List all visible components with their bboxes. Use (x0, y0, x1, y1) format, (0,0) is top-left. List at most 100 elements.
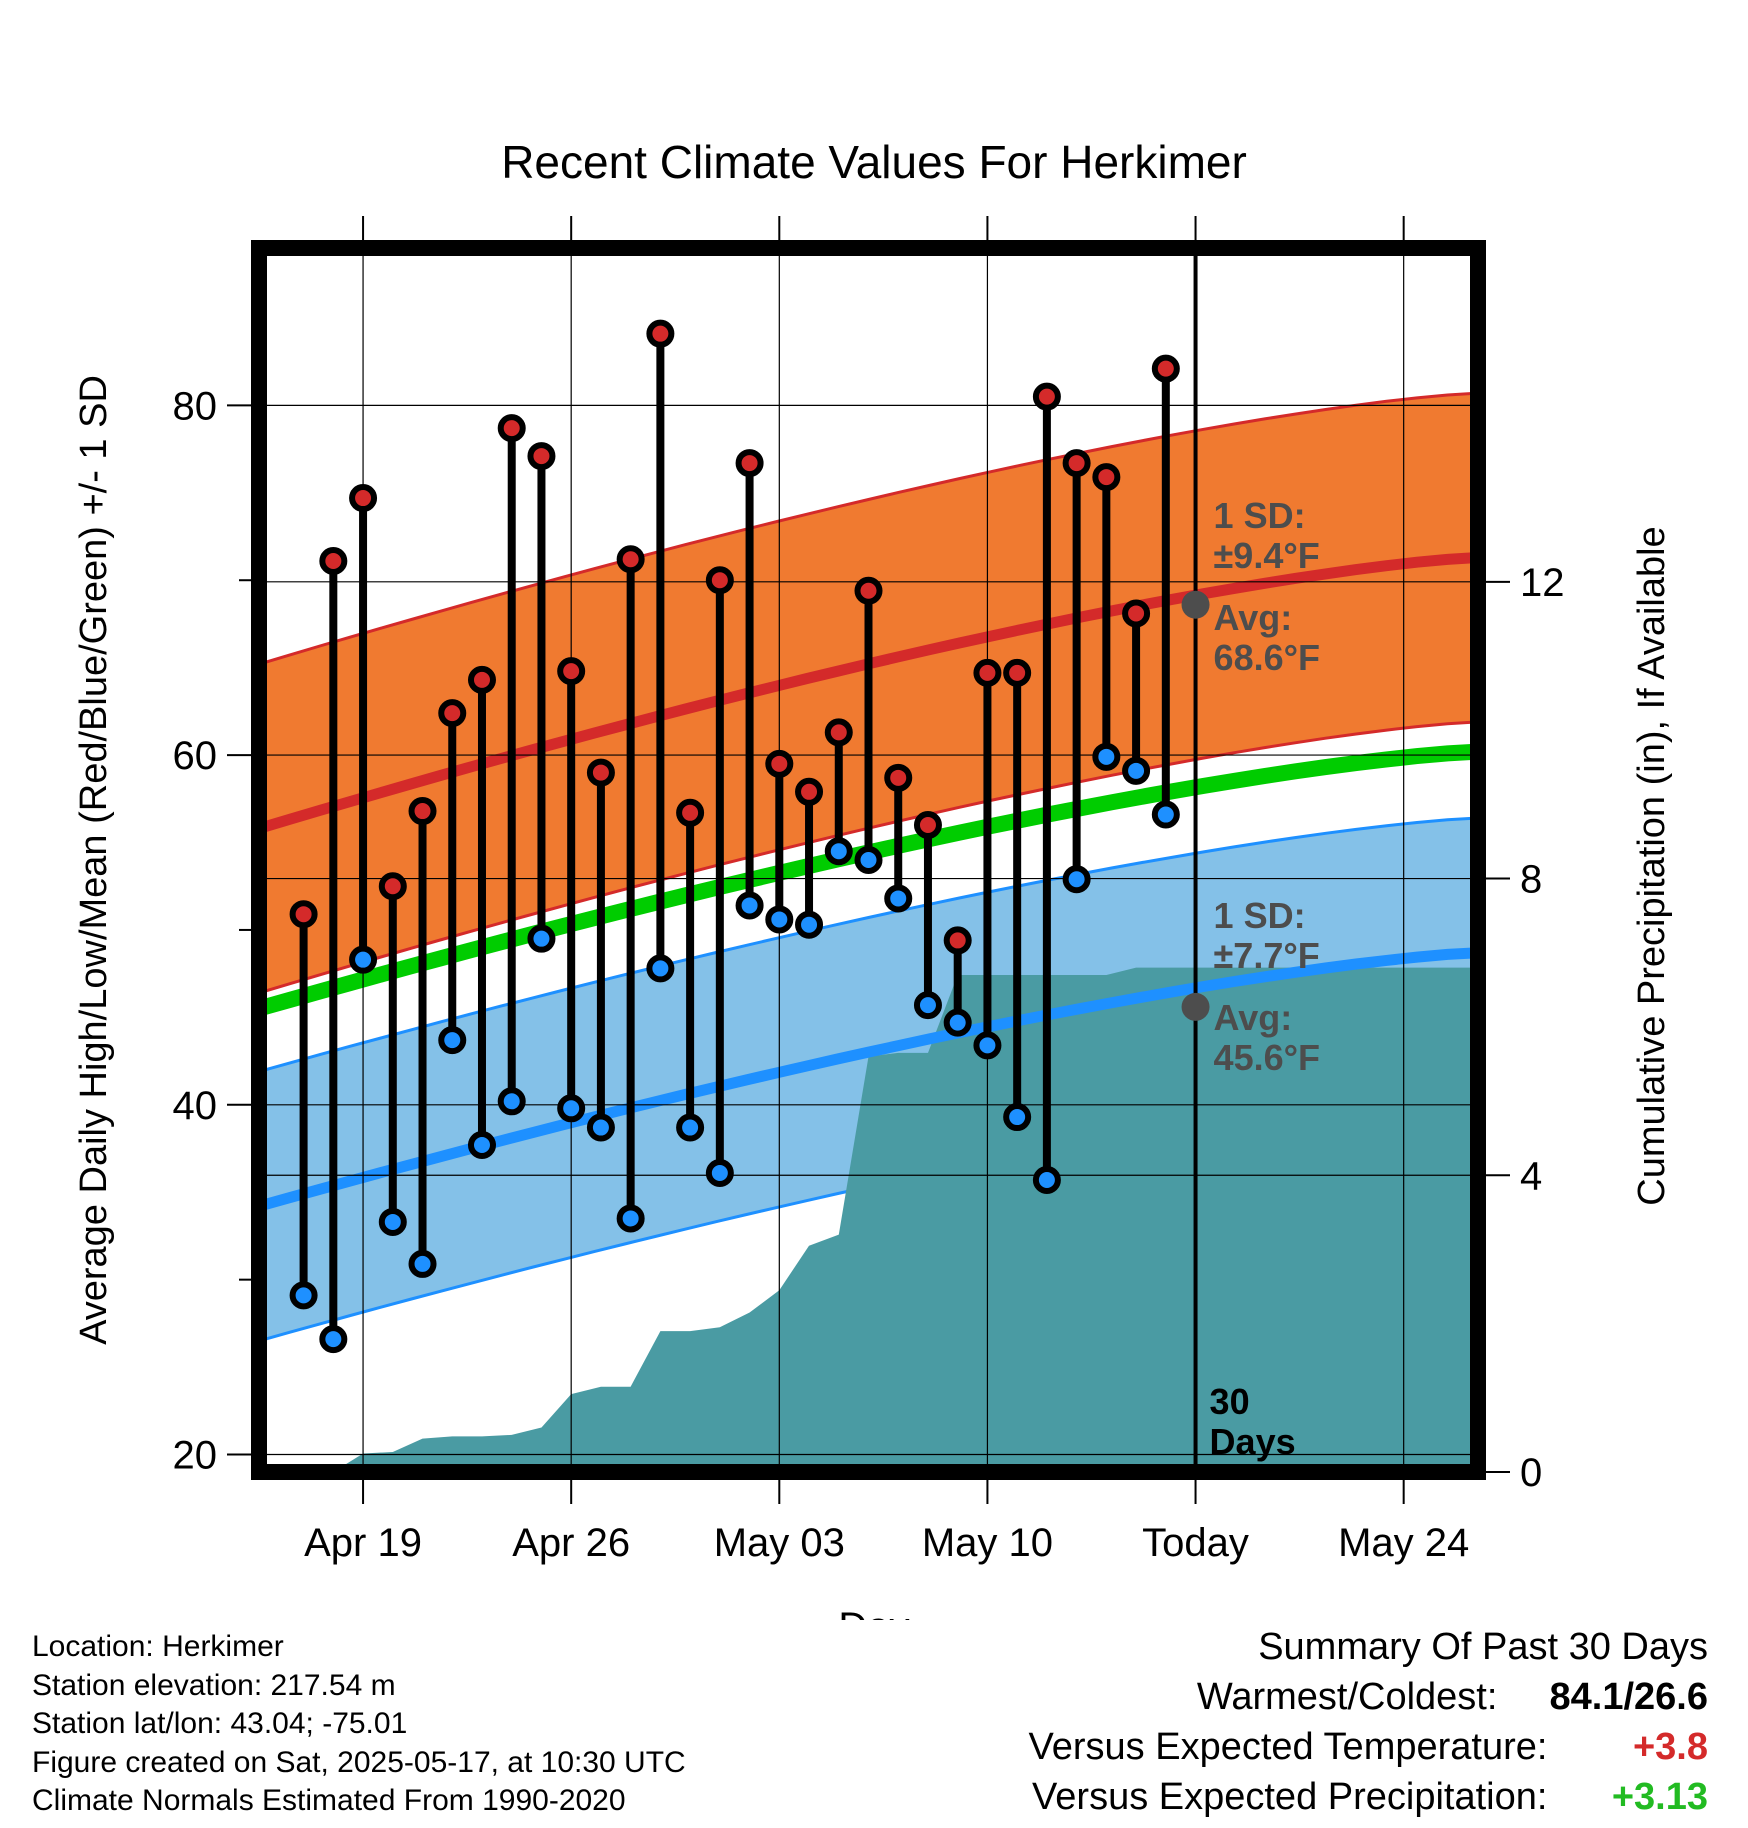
high-point (1062, 449, 1091, 478)
high-point (1122, 599, 1151, 628)
temp-anomaly-label: Versus Expected Temperature: (1028, 1726, 1548, 1768)
summary-panel: Summary Of Past 30 Days Warmest/Coldest:… (1029, 1622, 1708, 1822)
low-avg-label: Avg: (1214, 997, 1293, 1038)
high-point (378, 872, 407, 901)
elevation-text: Station elevation: 217.54 m (32, 1668, 396, 1702)
low-point (1062, 865, 1091, 894)
precip-anomaly-label: Versus Expected Precipitation: (1032, 1776, 1548, 1818)
normal-low-line (259, 947, 1478, 1212)
high-point (1151, 354, 1180, 383)
y2-axis-label: Cumulative Precipitation (in), If Availa… (1631, 526, 1673, 1205)
precip-anomaly-row: Versus Expected Precipitation: +3.13 (1029, 1772, 1708, 1822)
low-sd-label: 1 SD: (1214, 895, 1306, 936)
high-point (408, 797, 437, 826)
low-point (646, 954, 675, 983)
high-point (1092, 463, 1121, 492)
x-axis-label: Day (838, 1605, 909, 1620)
low-point (735, 891, 764, 920)
low-avg-dot (1181, 992, 1210, 1021)
low-point (1151, 800, 1180, 829)
high-point (616, 545, 645, 574)
high-point (586, 758, 615, 787)
high-point (1032, 382, 1061, 411)
y2-tick-label: 4 (1520, 1154, 1542, 1198)
x-tick-label: May 10 (922, 1521, 1053, 1565)
low-point (1092, 742, 1121, 771)
temp-anomaly-value: +3.8 (1632, 1726, 1708, 1768)
days-label-word: Days (1210, 1421, 1296, 1462)
high-point (349, 484, 378, 513)
low-point (943, 1008, 972, 1037)
x-tick-label: Today (1142, 1521, 1249, 1565)
high-point (765, 749, 794, 778)
low-point (319, 1325, 348, 1354)
low-point (349, 945, 378, 974)
low-point (1003, 1103, 1032, 1132)
low-sd-value: ±7.7°F (1214, 935, 1320, 976)
high-point (527, 442, 556, 471)
high-sd-label: 1 SD: (1214, 495, 1306, 536)
high-point (973, 658, 1002, 687)
low-point (884, 884, 913, 913)
high-point (795, 777, 824, 806)
high-point (438, 699, 467, 728)
warmest-coldest-value: 84.1/26.6 (1549, 1676, 1708, 1718)
high-point (676, 798, 705, 827)
high-avg-value: 68.6°F (1214, 637, 1320, 678)
low-point (1122, 756, 1151, 785)
high-point (557, 657, 586, 686)
low-point (913, 991, 942, 1020)
normals-text: Climate Normals Estimated From 1990-2020 (32, 1784, 626, 1817)
low-avg-value: 45.6°F (1214, 1037, 1320, 1078)
low-point (765, 905, 794, 934)
low-point (676, 1113, 705, 1142)
precip-area (333, 967, 1478, 1472)
days-label-number: 30 (1210, 1381, 1250, 1422)
x-tick-label: May 24 (1338, 1521, 1469, 1565)
high-point (319, 546, 348, 575)
low-point (289, 1281, 318, 1310)
high-sd-value: ±9.4°F (1214, 535, 1320, 576)
low-point (824, 837, 853, 866)
low-point (378, 1207, 407, 1236)
low-point (527, 924, 556, 953)
plot-frame (251, 240, 1486, 1480)
y-tick-label: 40 (173, 1084, 218, 1128)
y-tick-label: 20 (173, 1434, 218, 1478)
y-tick-label: 80 (173, 384, 218, 428)
low-point (705, 1158, 734, 1187)
y-tick-label: 60 (173, 734, 218, 778)
high-point (467, 665, 496, 694)
high-point (1003, 658, 1032, 687)
low-point (795, 910, 824, 939)
precip-anomaly-value: +3.13 (1611, 1776, 1708, 1818)
high-point (497, 414, 526, 443)
low-point (408, 1249, 437, 1278)
high-point (884, 763, 913, 792)
x-tick-label: May 03 (714, 1521, 845, 1565)
normal-low-band-upper-edge (259, 816, 1478, 1074)
chart-title: Recent Climate Values For Herkimer (501, 136, 1247, 188)
y2-tick-label: 12 (1520, 561, 1565, 605)
low-point (616, 1204, 645, 1233)
high-point (705, 566, 734, 595)
station-info: Location: Herkimer Station elevation: 21… (32, 1628, 686, 1821)
high-point (824, 718, 853, 747)
y-axis-label: Average Daily High/Low/Mean (Red/Blue/Gr… (73, 375, 115, 1345)
high-avg-label: Avg: (1214, 597, 1293, 638)
climate-chart: Recent Climate Values For Herkimer 1 SD:… (73, 136, 1673, 1620)
warmest-coldest-row: Warmest/Coldest: 84.1/26.6 (1029, 1672, 1708, 1722)
y2-tick-label: 0 (1520, 1451, 1542, 1495)
y2-tick-label: 8 (1520, 858, 1542, 902)
low-point (438, 1026, 467, 1055)
warmest-coldest-label: Warmest/Coldest: (1196, 1676, 1498, 1718)
latlon-text: Station lat/lon: 43.04; -75.01 (32, 1707, 408, 1740)
summary-heading: Summary Of Past 30 Days (1258, 1626, 1708, 1668)
x-tick-label: Apr 19 (304, 1521, 422, 1565)
low-point (1032, 1165, 1061, 1194)
low-point (557, 1094, 586, 1123)
high-point (913, 811, 942, 840)
low-point (497, 1087, 526, 1116)
location-text: Location: Herkimer (32, 1630, 284, 1663)
